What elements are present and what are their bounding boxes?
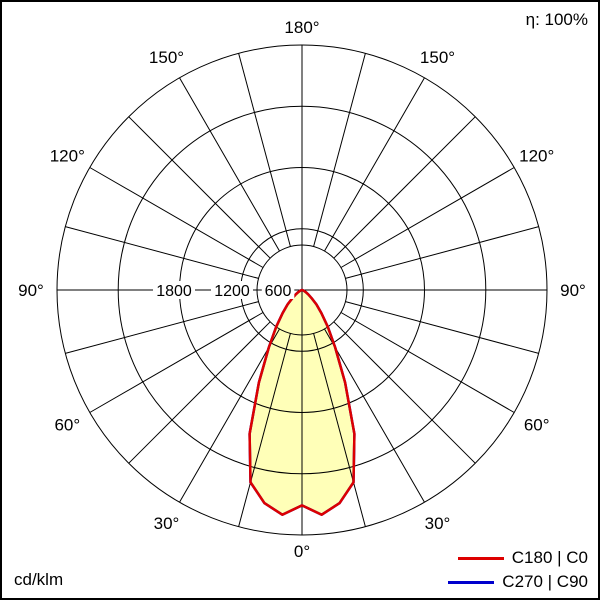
blue-curve-swatch-icon xyxy=(448,580,495,584)
spoke-line xyxy=(345,301,539,354)
spoke-line xyxy=(313,333,366,527)
angle-label: 0° xyxy=(294,542,310,561)
polar-grid xyxy=(56,44,548,536)
spoke-line xyxy=(238,333,291,527)
spoke-line xyxy=(128,321,271,464)
angle-labels: 0° 30° 30° 60° 60° 90° 90° 120° 120° 150° 150° 180° xyxy=(18,18,586,561)
spoke-line xyxy=(313,53,366,247)
ring-label: 1200 xyxy=(214,283,250,300)
ring-label: 1800 xyxy=(156,283,192,300)
spoke-line xyxy=(89,167,264,268)
ring-label: 600 xyxy=(265,283,292,300)
angle-label: 30° xyxy=(154,514,180,533)
legend-item-c180-c0: C180 | C0 xyxy=(448,548,588,568)
angle-label: 120° xyxy=(50,147,85,166)
spoke-line xyxy=(333,116,476,259)
ring-label-bg xyxy=(261,281,295,299)
legend-label-c180-c0: C180 | C0 xyxy=(511,548,588,567)
spoke-line xyxy=(89,312,264,413)
angle-label: 60° xyxy=(524,416,550,435)
legend-item-c270-c90: C270 | C90 xyxy=(448,572,588,592)
legend: C180 | C0 C270 | C90 xyxy=(448,548,588,592)
angle-label: 180° xyxy=(284,18,319,37)
spoke-line xyxy=(324,328,425,503)
spoke-line xyxy=(340,312,515,413)
angle-label: 60° xyxy=(54,416,80,435)
spoke-line xyxy=(345,226,539,279)
legend-label-c270-c90: C270 | C90 xyxy=(502,572,588,591)
angle-label: 90° xyxy=(18,281,44,300)
angle-label: 120° xyxy=(519,147,554,166)
spoke-line xyxy=(324,77,425,252)
angle-label: 90° xyxy=(560,281,586,300)
spoke-line xyxy=(340,167,515,268)
spoke-line xyxy=(65,226,259,279)
efficiency-label: η: 100% xyxy=(525,10,588,29)
spoke-line xyxy=(333,321,476,464)
spoke-line xyxy=(238,53,291,247)
angle-label: 30° xyxy=(425,514,451,533)
spoke-line xyxy=(65,301,259,354)
ring-label-bg xyxy=(153,281,195,299)
spoke-line xyxy=(179,77,280,252)
unit-label: cd/klm xyxy=(14,570,64,589)
spoke-line xyxy=(128,116,271,259)
angle-label: 150° xyxy=(149,48,184,67)
ring-axis-labels: 1800 1200 600 xyxy=(153,281,295,300)
curve-c180-c0 xyxy=(248,288,356,516)
red-curve-swatch-icon xyxy=(457,556,504,560)
ring-label-bg xyxy=(211,281,253,299)
spoke-line xyxy=(179,328,280,503)
angle-label: 150° xyxy=(420,48,455,67)
